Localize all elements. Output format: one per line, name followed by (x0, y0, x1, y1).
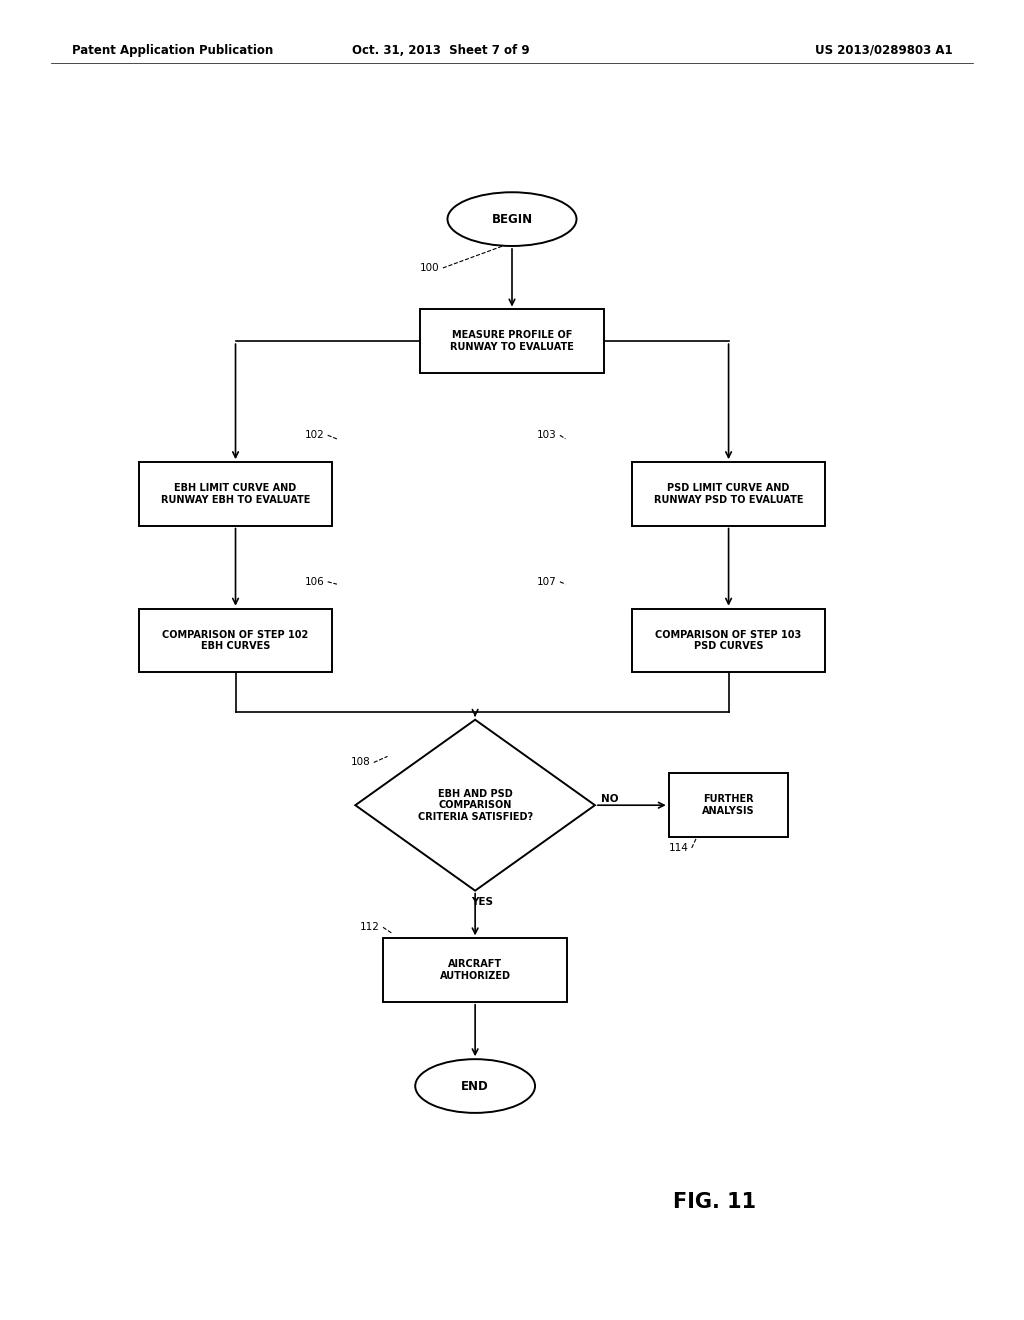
Text: Patent Application Publication: Patent Application Publication (72, 44, 273, 57)
Text: COMPARISON OF STEP 103
PSD CURVES: COMPARISON OF STEP 103 PSD CURVES (655, 630, 802, 651)
Ellipse shape (416, 1059, 535, 1113)
Text: Oct. 31, 2013  Sheet 7 of 9: Oct. 31, 2013 Sheet 7 of 9 (351, 44, 529, 57)
Ellipse shape (447, 193, 577, 246)
Text: BEGIN: BEGIN (492, 213, 532, 226)
Text: 114: 114 (669, 843, 688, 853)
Text: 107: 107 (537, 577, 557, 587)
Text: NO: NO (601, 795, 618, 804)
Bar (383, 939, 567, 1002)
Text: MEASURE PROFILE OF
RUNWAY TO EVALUATE: MEASURE PROFILE OF RUNWAY TO EVALUATE (451, 330, 573, 352)
Text: AIRCRAFT
AUTHORIZED: AIRCRAFT AUTHORIZED (439, 960, 511, 981)
Text: COMPARISON OF STEP 102
EBH CURVES: COMPARISON OF STEP 102 EBH CURVES (163, 630, 308, 651)
Bar (420, 309, 604, 374)
Text: 108: 108 (350, 758, 371, 767)
Text: END: END (461, 1080, 489, 1093)
Text: 102: 102 (305, 430, 325, 441)
Bar (139, 609, 332, 672)
Bar (139, 462, 332, 525)
Text: EBH AND PSD
COMPARISON
CRITERIA SATISFIED?: EBH AND PSD COMPARISON CRITERIA SATISFIE… (418, 788, 532, 822)
Text: FURTHER
ANALYSIS: FURTHER ANALYSIS (702, 795, 755, 816)
Bar (632, 462, 825, 525)
Bar (669, 774, 788, 837)
Text: 112: 112 (360, 923, 380, 932)
Polygon shape (355, 719, 595, 891)
Text: US 2013/0289803 A1: US 2013/0289803 A1 (815, 44, 952, 57)
Bar (632, 609, 825, 672)
Text: PSD LIMIT CURVE AND
RUNWAY PSD TO EVALUATE: PSD LIMIT CURVE AND RUNWAY PSD TO EVALUA… (654, 483, 803, 504)
Text: YES: YES (471, 896, 494, 907)
Text: 103: 103 (537, 430, 557, 441)
Text: 106: 106 (305, 577, 325, 587)
Text: EBH LIMIT CURVE AND
RUNWAY EBH TO EVALUATE: EBH LIMIT CURVE AND RUNWAY EBH TO EVALUA… (161, 483, 310, 504)
Text: 100: 100 (420, 263, 439, 273)
Text: FIG. 11: FIG. 11 (673, 1192, 757, 1212)
